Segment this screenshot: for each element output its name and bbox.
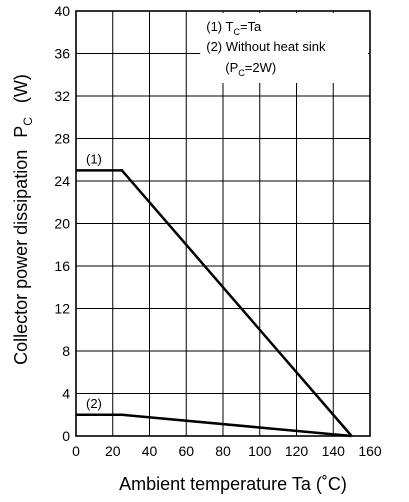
y-tick-label-10: 40 [54, 3, 70, 19]
x-tick-label-5: 100 [248, 443, 272, 459]
legend: (1) TC=Ta (2) Without heat sink (PC=2W) [200, 13, 368, 83]
legend-line-1-suffix: =Ta [240, 19, 262, 34]
x-tick-label-7: 140 [322, 443, 346, 459]
legend-line-1-sub: C [233, 27, 240, 37]
x-tick-label-8: 160 [358, 443, 382, 459]
x-tick-label-3: 60 [178, 443, 194, 459]
y-tick-labels: 0 4 8 12 16 20 24 28 32 36 40 [54, 3, 70, 444]
legend-line-2: (2) Without heat sink [206, 39, 326, 54]
y-tick-label-0: 0 [62, 428, 70, 444]
legend-line-3-suffix: =2W) [245, 60, 276, 75]
y-tick-label-2: 8 [62, 343, 70, 359]
y-tick-label-1: 4 [62, 386, 70, 402]
y-axis-title-symbol: P [11, 126, 31, 138]
legend-line-1-prefix: (1) T [206, 19, 233, 34]
series-line-2 [76, 413, 352, 438]
y-tick-label-6: 24 [54, 173, 70, 189]
series-label-bg-2 [84, 395, 110, 411]
y-tick-label-4: 16 [54, 258, 70, 274]
y-axis-title-unit: (W) [11, 74, 31, 103]
y-tick-label-9: 36 [54, 46, 70, 62]
legend-background [200, 13, 368, 83]
x-tick-label-0: 0 [72, 443, 80, 459]
x-tick-label-4: 80 [215, 443, 231, 459]
x-tick-label-2: 40 [142, 443, 158, 459]
y-axis-title-main: Collector power dissipation [11, 150, 31, 365]
x-axis-title: Ambient temperature Ta (˚C) [119, 474, 347, 494]
series-label-2: (2) [86, 396, 102, 411]
plot-frame [75, 10, 371, 437]
y-tick-label-8: 32 [54, 88, 70, 104]
series-layer: (1) (2) [76, 151, 353, 438]
legend-line-3-sub: C [238, 68, 245, 78]
x-tick-labels: 0 20 40 60 80 100 120 140 160 [72, 443, 382, 459]
series-label-1: (1) [86, 151, 102, 166]
series-line-1 [76, 169, 353, 437]
y-axis-title-symbol-sub: C [21, 117, 35, 126]
x-tick-label-1: 20 [105, 443, 121, 459]
y-axis-title: Collector power dissipation PC (W) [11, 74, 35, 365]
legend-line-3: (PC=2W) [225, 60, 276, 78]
legend-line-1: (1) TC=Ta [206, 19, 262, 37]
y-tick-label-3: 12 [54, 301, 70, 317]
y-tick-label-7: 28 [54, 131, 70, 147]
series-label-bg-1 [84, 151, 110, 167]
y-tick-label-5: 20 [54, 216, 70, 232]
x-tick-label-6: 120 [285, 443, 309, 459]
legend-line-3-prefix: (P [225, 60, 238, 75]
